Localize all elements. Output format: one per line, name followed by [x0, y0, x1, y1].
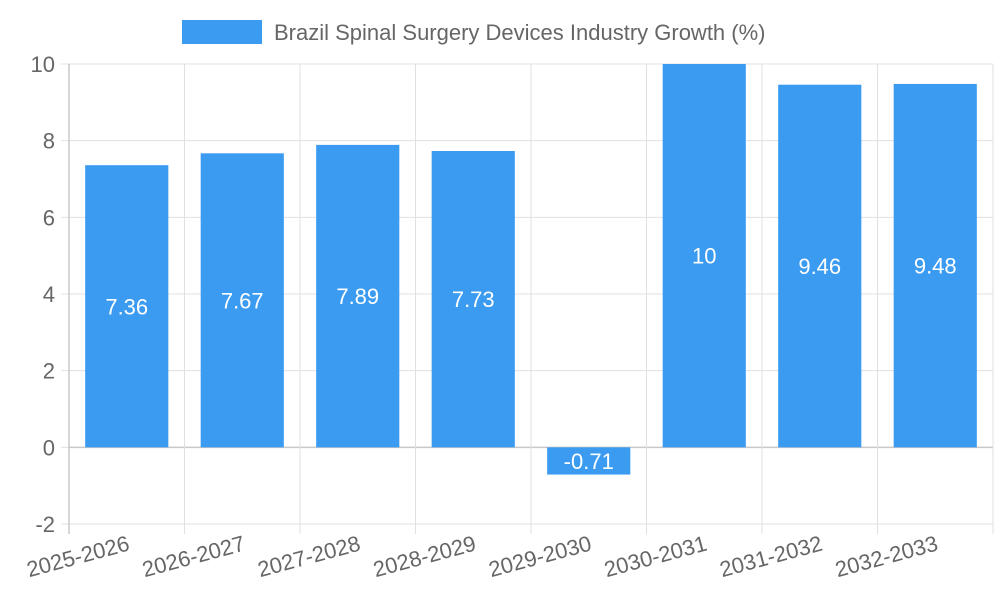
- x-axis-ticks: 2025-2026 2026-2027 2027-2028 2028-2029 2029…: [24, 531, 941, 582]
- y-tick-label: 2: [43, 359, 55, 384]
- x-tick-label: 2025-2026: [24, 531, 132, 582]
- legend-swatch: [182, 20, 262, 44]
- y-tick-label: 0: [43, 435, 55, 460]
- bar: [547, 447, 631, 475]
- y-axis-ticks: -2 0 2 4 6 8 10: [31, 52, 55, 537]
- bar: [316, 144, 400, 448]
- y-tick-label: 6: [43, 205, 55, 230]
- data-label: 9.46: [798, 254, 841, 279]
- bar: [662, 64, 746, 448]
- x-tick-label: 2026-2027: [139, 531, 247, 582]
- bar: [85, 165, 169, 448]
- x-tick-label: 2032-2033: [832, 531, 940, 582]
- bar: [893, 83, 977, 448]
- data-label: 10: [692, 244, 716, 269]
- data-label: 7.89: [336, 284, 379, 309]
- data-label: 9.48: [914, 254, 957, 279]
- x-tick-label: 2028-2029: [370, 531, 478, 582]
- legend-label: Brazil Spinal Surgery Devices Industry G…: [274, 20, 766, 45]
- x-tick-label: 2030-2031: [601, 531, 709, 582]
- data-labels: 7.36 7.67 7.89 7.73 -0.71 10 9.46 9.48: [105, 244, 956, 474]
- y-tick-label: 8: [43, 129, 55, 154]
- grid: [61, 63, 994, 534]
- bar: [431, 151, 515, 448]
- y-tick-label: -2: [35, 512, 55, 537]
- x-tick-label: 2031-2032: [717, 531, 825, 582]
- x-tick-label: 2029-2030: [486, 531, 594, 582]
- data-label: 7.67: [221, 288, 264, 313]
- y-tick-label: 10: [31, 52, 55, 77]
- bar: [778, 84, 862, 448]
- x-tick-label: 2027-2028: [255, 531, 363, 582]
- bar: [200, 153, 284, 448]
- bars: [85, 64, 977, 475]
- y-tick-label: 4: [43, 282, 55, 307]
- data-label: -0.71: [564, 449, 614, 474]
- data-label: 7.73: [452, 287, 495, 312]
- legend: Brazil Spinal Surgery Devices Industry G…: [182, 20, 766, 45]
- data-label: 7.36: [105, 294, 148, 319]
